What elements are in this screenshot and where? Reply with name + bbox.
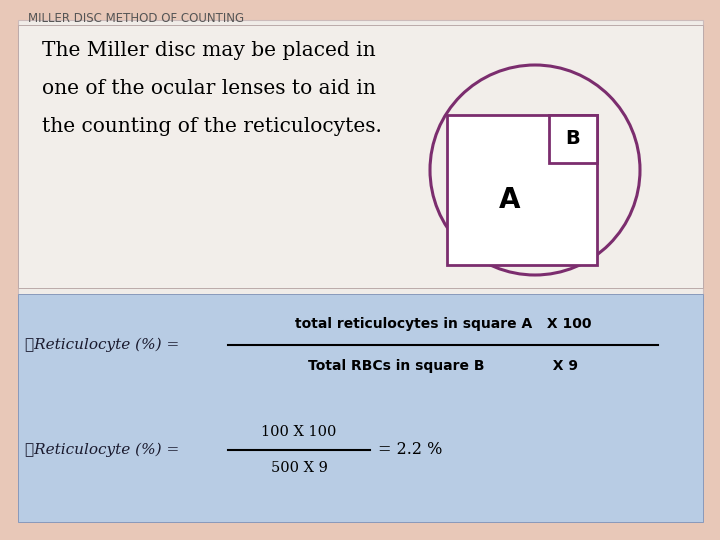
Text: ❖Reticulocyte (%) =: ❖Reticulocyte (%) =	[25, 443, 179, 457]
Text: The Miller disc may be placed in: The Miller disc may be placed in	[42, 40, 376, 59]
Bar	[18, 294, 703, 522]
Text: one of the ocular lenses to aid in: one of the ocular lenses to aid in	[42, 78, 376, 98]
Bar	[18, 25, 703, 288]
Text: ❖Reticulocyte (%) =: ❖Reticulocyte (%) =	[25, 338, 179, 352]
Text: A: A	[499, 186, 521, 214]
Text: 100 X 100: 100 X 100	[261, 425, 337, 439]
Text: B: B	[566, 130, 580, 148]
Text: = 2.2 %: = 2.2 %	[378, 442, 442, 458]
Text: the counting of the reticulocytes.: the counting of the reticulocytes.	[42, 117, 382, 136]
Text: total reticulocytes in square A   X 100: total reticulocytes in square A X 100	[294, 317, 591, 331]
Text: Total RBCs in square B              X 9: Total RBCs in square B X 9	[308, 359, 578, 373]
Bar	[447, 115, 597, 265]
FancyBboxPatch shape	[18, 20, 703, 305]
Text: 500 X 9: 500 X 9	[271, 461, 328, 475]
Text: MILLER DISC METHOD OF COUNTING: MILLER DISC METHOD OF COUNTING	[28, 11, 244, 24]
Bar	[549, 115, 597, 163]
